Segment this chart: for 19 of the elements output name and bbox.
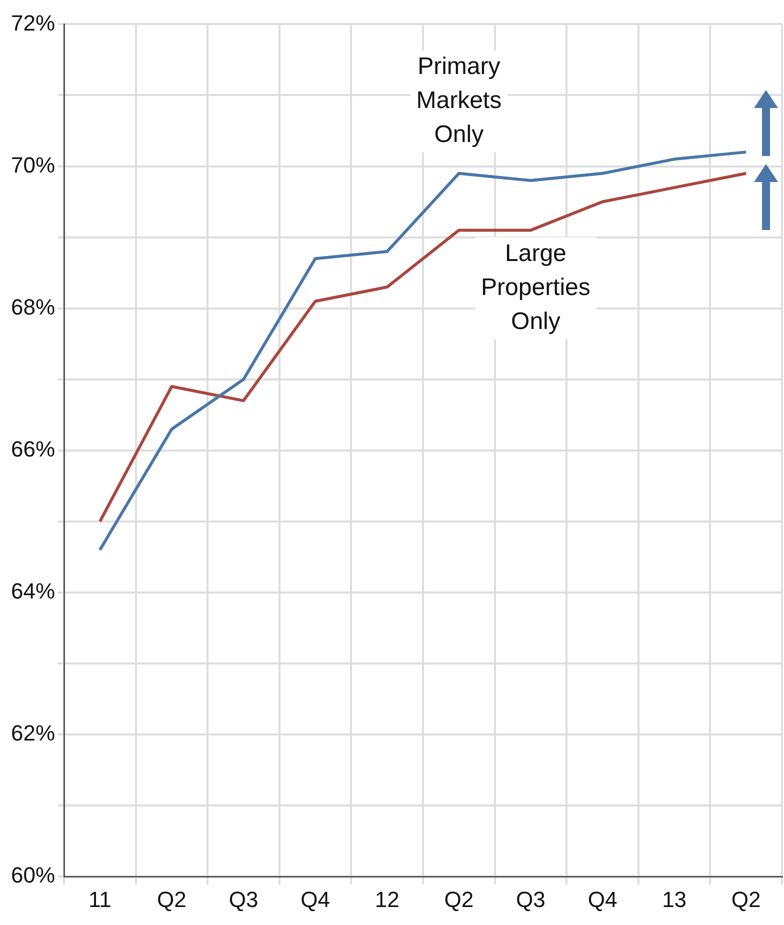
x-tick-label: Q2 [731,886,761,912]
x-tick-label: 13 [662,886,687,912]
x-tick-label: Q2 [444,886,474,912]
y-tick-label: 70% [10,152,56,178]
x-tick-label: Q4 [588,886,618,912]
y-tick-label: 72% [10,10,56,36]
y-tick-label: 60% [10,862,56,888]
x-tick-label: Q3 [516,886,546,912]
series-label: Large Properties Only [481,240,590,335]
y-tick-label: 62% [10,720,56,746]
y-tick-label: 68% [10,294,56,320]
x-tick-label: 12 [374,886,400,912]
x-tick-label: 11 [88,886,112,912]
y-tick-label: 64% [10,578,56,604]
x-tick-label: Q3 [228,886,258,912]
x-tick-label: Q4 [300,886,330,912]
y-tick-label: 66% [10,436,56,462]
x-tick-label: Q2 [157,886,186,912]
series-label: Primary Markets Only [416,52,502,148]
